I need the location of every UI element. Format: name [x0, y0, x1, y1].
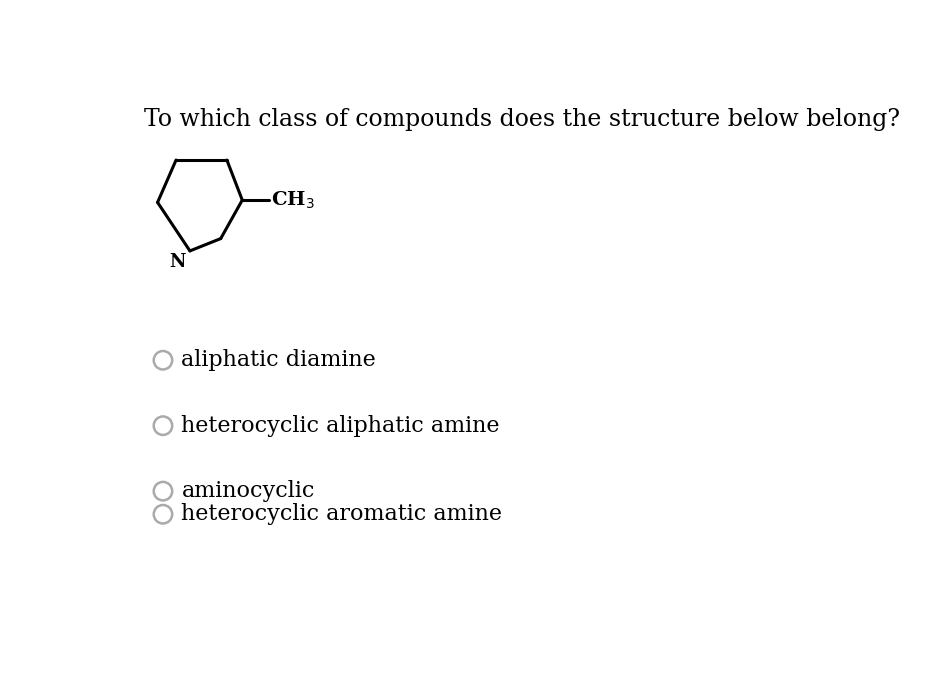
Text: CH$_3$: CH$_3$ — [271, 190, 314, 211]
Text: N: N — [169, 253, 186, 271]
Text: aminocyclic: aminocyclic — [182, 480, 315, 502]
Text: heterocyclic aromatic amine: heterocyclic aromatic amine — [182, 503, 502, 525]
Text: heterocyclic aliphatic amine: heterocyclic aliphatic amine — [182, 415, 499, 437]
Text: To which class of compounds does the structure below belong?: To which class of compounds does the str… — [144, 108, 900, 131]
Text: aliphatic diamine: aliphatic diamine — [182, 349, 377, 371]
